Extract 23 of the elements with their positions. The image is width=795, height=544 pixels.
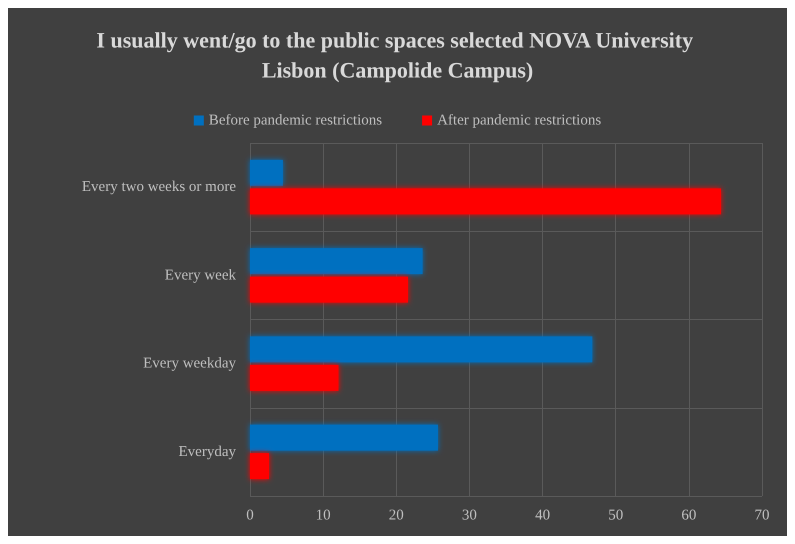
x-tick-label: 60	[681, 508, 696, 524]
legend-label: After pandemic restrictions	[437, 112, 602, 128]
x-tick-label: 40	[535, 508, 550, 524]
x-tick-label: 20	[388, 508, 404, 524]
bar	[250, 336, 592, 362]
y-tick-label: Every weekday	[143, 356, 236, 372]
x-tick-label: 50	[608, 508, 624, 524]
y-tick-label: Every week	[164, 267, 236, 284]
bar	[250, 248, 423, 274]
x-tick-label: 70	[754, 508, 770, 524]
chart-title: I usually went/go to the public spaces selected NOVA University Lisbon (Campolide Campus)	[96, 28, 699, 82]
bar	[250, 424, 438, 451]
bar	[250, 276, 408, 303]
y-tick-label: Every two weeks or more	[82, 179, 236, 196]
x-tick-label: 10	[316, 508, 331, 524]
legend-label: Before pandemic restrictions	[208, 112, 382, 128]
x-tick-label: 30	[462, 508, 477, 524]
bar	[250, 453, 270, 480]
y-tick-label: Everyday	[178, 444, 236, 460]
bar	[250, 364, 339, 391]
x-tick-label: 0	[246, 508, 254, 524]
bar	[250, 160, 283, 186]
bar	[250, 188, 722, 214]
